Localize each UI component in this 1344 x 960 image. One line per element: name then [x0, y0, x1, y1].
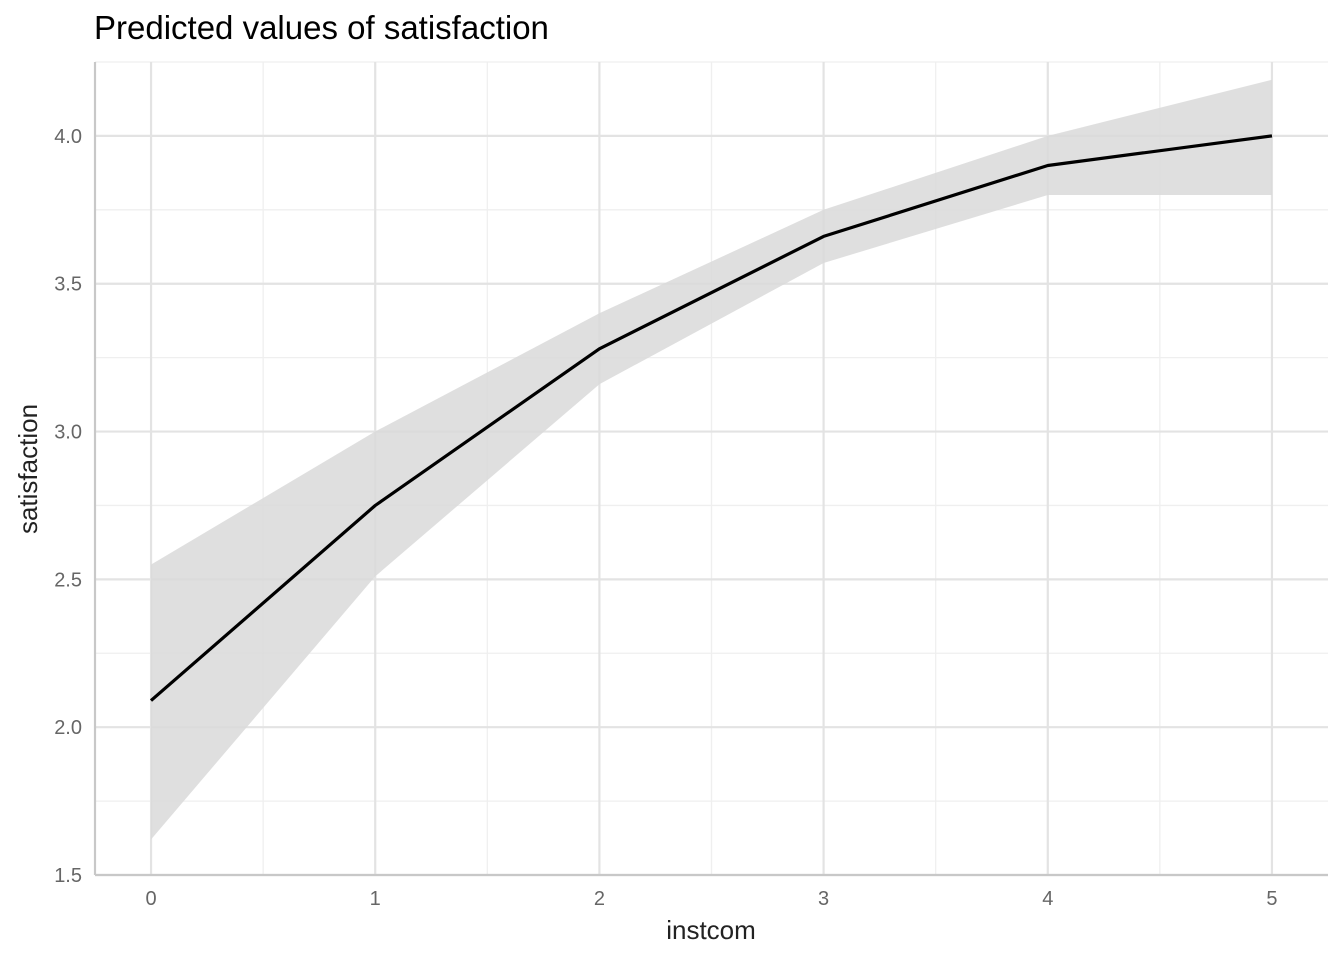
y-tick-label: 4.0 [54, 126, 82, 148]
y-axis-label: satisfaction [13, 404, 43, 534]
y-tick-label: 1.5 [54, 865, 82, 887]
confidence-band [151, 79, 1272, 840]
x-axis-label: instcom [666, 915, 756, 945]
y-tick-label: 2.0 [54, 717, 82, 739]
prediction-line-layer [149, 134, 1273, 702]
x-tick-label: 3 [818, 888, 829, 910]
chart-title: Predicted values of satisfaction [94, 9, 549, 46]
confidence-band-layer [151, 79, 1272, 840]
x-tick-label: 4 [1042, 888, 1053, 910]
x-tick-label: 1 [370, 888, 381, 910]
x-tick-labels: 0 1 2 3 4 5 [145, 888, 1277, 910]
y-tick-labels: 1.5 2.0 2.5 3.0 3.5 4.0 [54, 126, 82, 887]
x-tick-label: 5 [1266, 888, 1277, 910]
y-tick-label: 3.5 [54, 274, 82, 296]
x-tick-label: 0 [145, 888, 156, 910]
y-tick-label: 3.0 [54, 422, 82, 444]
y-tick-label: 2.5 [54, 569, 82, 591]
prediction-line [149, 134, 1273, 702]
x-tick-label: 2 [594, 888, 605, 910]
axes [93, 62, 1328, 877]
